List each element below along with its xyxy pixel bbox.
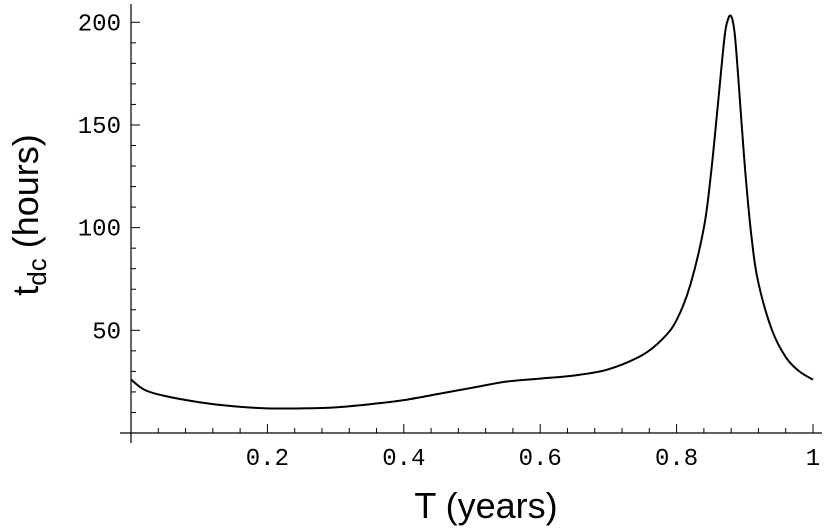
- x-tick-label: 0.8: [655, 446, 698, 473]
- x-tick-label: 0.2: [246, 446, 289, 473]
- y-tick-label: 50: [92, 319, 121, 346]
- axes: [120, 4, 822, 443]
- x-axis-label: T (years): [414, 485, 557, 526]
- y-tick-label: 200: [78, 11, 121, 38]
- y-tick-label: 150: [78, 114, 121, 141]
- y-axis-label-main: t: [5, 286, 46, 296]
- y-tick-label: 100: [78, 217, 121, 244]
- y-axis-ticks: 50 100 150 200: [78, 11, 140, 413]
- y-axis-label-subscript: dc: [22, 258, 52, 285]
- x-tick-label: 0.6: [519, 446, 562, 473]
- series-group: [130, 14, 814, 410]
- series-line: [130, 14, 814, 410]
- y-axis-label: tdc (hours): [5, 134, 52, 296]
- x-tick-label: 1: [806, 446, 820, 473]
- y-axis-label-rest: (hours): [5, 134, 46, 258]
- x-tick-label: 0.4: [382, 446, 425, 473]
- x-axis-ticks: 0.2 0.4 0.6 0.8 1: [157, 424, 820, 473]
